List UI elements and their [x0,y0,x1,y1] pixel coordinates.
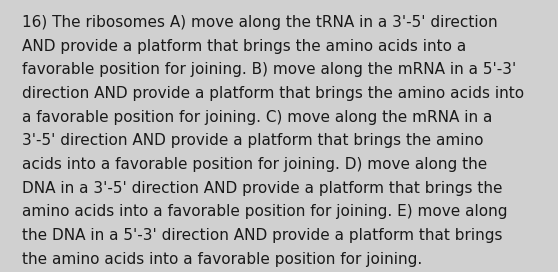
Text: DNA in a 3'-5' direction AND provide a platform that brings the: DNA in a 3'-5' direction AND provide a p… [22,181,503,196]
Text: the amino acids into a favorable position for joining.: the amino acids into a favorable positio… [22,252,422,267]
Text: 16) The ribosomes A) move along the tRNA in a 3'-5' direction: 16) The ribosomes A) move along the tRNA… [22,15,498,30]
Text: direction AND provide a platform that brings the amino acids into: direction AND provide a platform that br… [22,86,525,101]
Text: AND provide a platform that brings the amino acids into a: AND provide a platform that brings the a… [22,39,466,54]
Text: the DNA in a 5'-3' direction AND provide a platform that brings: the DNA in a 5'-3' direction AND provide… [22,228,503,243]
Text: 3'-5' direction AND provide a platform that brings the amino: 3'-5' direction AND provide a platform t… [22,133,484,148]
Text: a favorable position for joining. C) move along the mRNA in a: a favorable position for joining. C) mov… [22,110,493,125]
Text: acids into a favorable position for joining. D) move along the: acids into a favorable position for join… [22,157,488,172]
Text: amino acids into a favorable position for joining. E) move along: amino acids into a favorable position fo… [22,204,508,219]
Text: favorable position for joining. B) move along the mRNA in a 5'-3': favorable position for joining. B) move … [22,62,517,77]
